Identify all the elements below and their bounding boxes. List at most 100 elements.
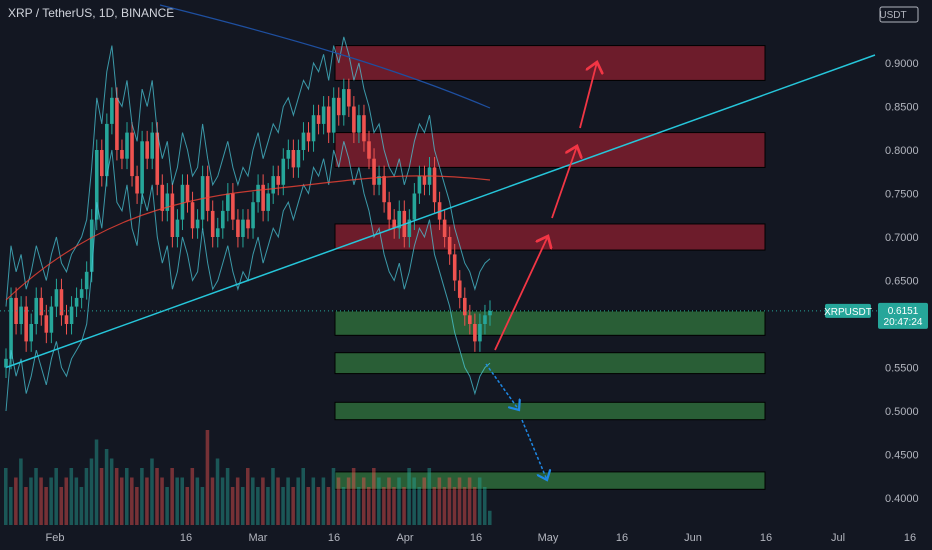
volume-bar bbox=[482, 487, 487, 525]
volume-bar bbox=[125, 468, 129, 525]
volume-bar bbox=[377, 477, 381, 525]
volume-bar bbox=[387, 477, 391, 525]
volume-bar bbox=[155, 468, 159, 525]
candle-body bbox=[261, 184, 265, 211]
volume-bar bbox=[230, 487, 235, 525]
candle-body bbox=[311, 115, 316, 142]
x-tick-label: 16 bbox=[328, 532, 340, 544]
candle-body bbox=[105, 123, 109, 177]
volume-bar bbox=[462, 487, 467, 525]
candle-body bbox=[241, 219, 245, 237]
candle-body bbox=[412, 193, 417, 220]
candle-body bbox=[195, 219, 200, 229]
volume-bar bbox=[44, 487, 48, 525]
candle-body bbox=[54, 289, 59, 307]
candle-body bbox=[352, 106, 356, 133]
candle-body bbox=[140, 141, 144, 194]
candle-body bbox=[422, 176, 427, 185]
volume-bar bbox=[19, 458, 23, 525]
candle-body bbox=[115, 97, 119, 150]
volume-bar bbox=[432, 487, 437, 525]
volume-bar bbox=[150, 458, 154, 525]
volume-bar bbox=[276, 477, 280, 525]
volume-bar bbox=[361, 477, 366, 525]
candle-body bbox=[125, 132, 129, 159]
candle-body bbox=[372, 158, 376, 185]
volume-bar bbox=[291, 487, 295, 525]
candle-body bbox=[110, 97, 114, 124]
resistance-zone bbox=[334, 45, 766, 81]
candle-body bbox=[488, 310, 492, 316]
volume-bar bbox=[356, 487, 361, 525]
candle-body bbox=[336, 97, 341, 116]
candle-body bbox=[160, 184, 165, 211]
volume-bar bbox=[427, 468, 432, 525]
volume-bar bbox=[104, 449, 109, 525]
volume-bar bbox=[472, 487, 477, 525]
ema-line bbox=[5, 175, 491, 301]
candle-body bbox=[407, 219, 412, 237]
volume-bar bbox=[130, 477, 134, 525]
volume-bar bbox=[205, 430, 210, 525]
volume-bar bbox=[246, 468, 250, 525]
x-tick-label: 16 bbox=[904, 532, 916, 544]
candle-body bbox=[99, 150, 104, 177]
volume-bar bbox=[190, 468, 195, 525]
candle-body bbox=[175, 219, 180, 237]
y-tick-label: 0.4000 bbox=[885, 493, 919, 505]
candle-body bbox=[251, 202, 255, 229]
candle-body bbox=[296, 150, 301, 168]
candle-body bbox=[377, 176, 381, 185]
volume-bar bbox=[488, 510, 492, 525]
volume-bar bbox=[215, 458, 220, 525]
bullish-arrow bbox=[551, 146, 577, 219]
y-tick-label: 0.8000 bbox=[885, 145, 919, 157]
candle-body bbox=[170, 193, 175, 237]
candle-body bbox=[44, 315, 49, 333]
candle-body bbox=[215, 228, 220, 237]
x-tick-label: Jul bbox=[831, 532, 845, 544]
candle-body bbox=[276, 176, 281, 185]
volume-bar bbox=[114, 468, 119, 525]
volume-bar bbox=[341, 487, 346, 525]
x-tick-label: Apr bbox=[396, 532, 413, 544]
y-tick-label: 0.4500 bbox=[885, 450, 919, 462]
candle-body bbox=[301, 132, 306, 150]
candle-body bbox=[246, 219, 250, 229]
candle-body bbox=[392, 219, 397, 229]
candle-body bbox=[457, 280, 462, 298]
volume-bar bbox=[94, 439, 99, 525]
volume-bar bbox=[251, 477, 255, 525]
bearish-arrow bbox=[485, 363, 519, 410]
volume-bar bbox=[119, 477, 124, 525]
candle-body bbox=[382, 176, 386, 203]
volume-bar bbox=[69, 468, 74, 525]
volume-bar bbox=[271, 468, 275, 525]
currency-label: USDT bbox=[879, 10, 906, 21]
candle-body bbox=[316, 115, 321, 124]
candle-body bbox=[74, 297, 79, 307]
candle-body bbox=[145, 141, 149, 159]
long-ma-line bbox=[159, 4, 491, 109]
volume-bar bbox=[170, 468, 174, 525]
candle-body bbox=[291, 150, 296, 168]
volume-bar bbox=[442, 487, 447, 525]
x-tick-label: May bbox=[538, 532, 559, 544]
volume-bar bbox=[281, 487, 285, 525]
volume-bar bbox=[220, 477, 225, 525]
x-tick-label: 16 bbox=[470, 532, 482, 544]
volume-bar bbox=[296, 477, 300, 525]
candle-body bbox=[226, 193, 230, 211]
candle-body bbox=[39, 297, 44, 316]
bullish-arrow bbox=[579, 62, 597, 129]
countdown: 20:47:24 bbox=[884, 317, 923, 328]
candle-body bbox=[452, 254, 457, 281]
candle-body bbox=[341, 89, 346, 116]
volume-bar bbox=[34, 468, 38, 525]
volume-bar bbox=[49, 477, 53, 525]
volume-bar bbox=[9, 487, 13, 525]
y-tick-label: 0.7500 bbox=[885, 189, 919, 201]
volume-bar bbox=[402, 487, 406, 525]
candle-body bbox=[478, 324, 482, 342]
